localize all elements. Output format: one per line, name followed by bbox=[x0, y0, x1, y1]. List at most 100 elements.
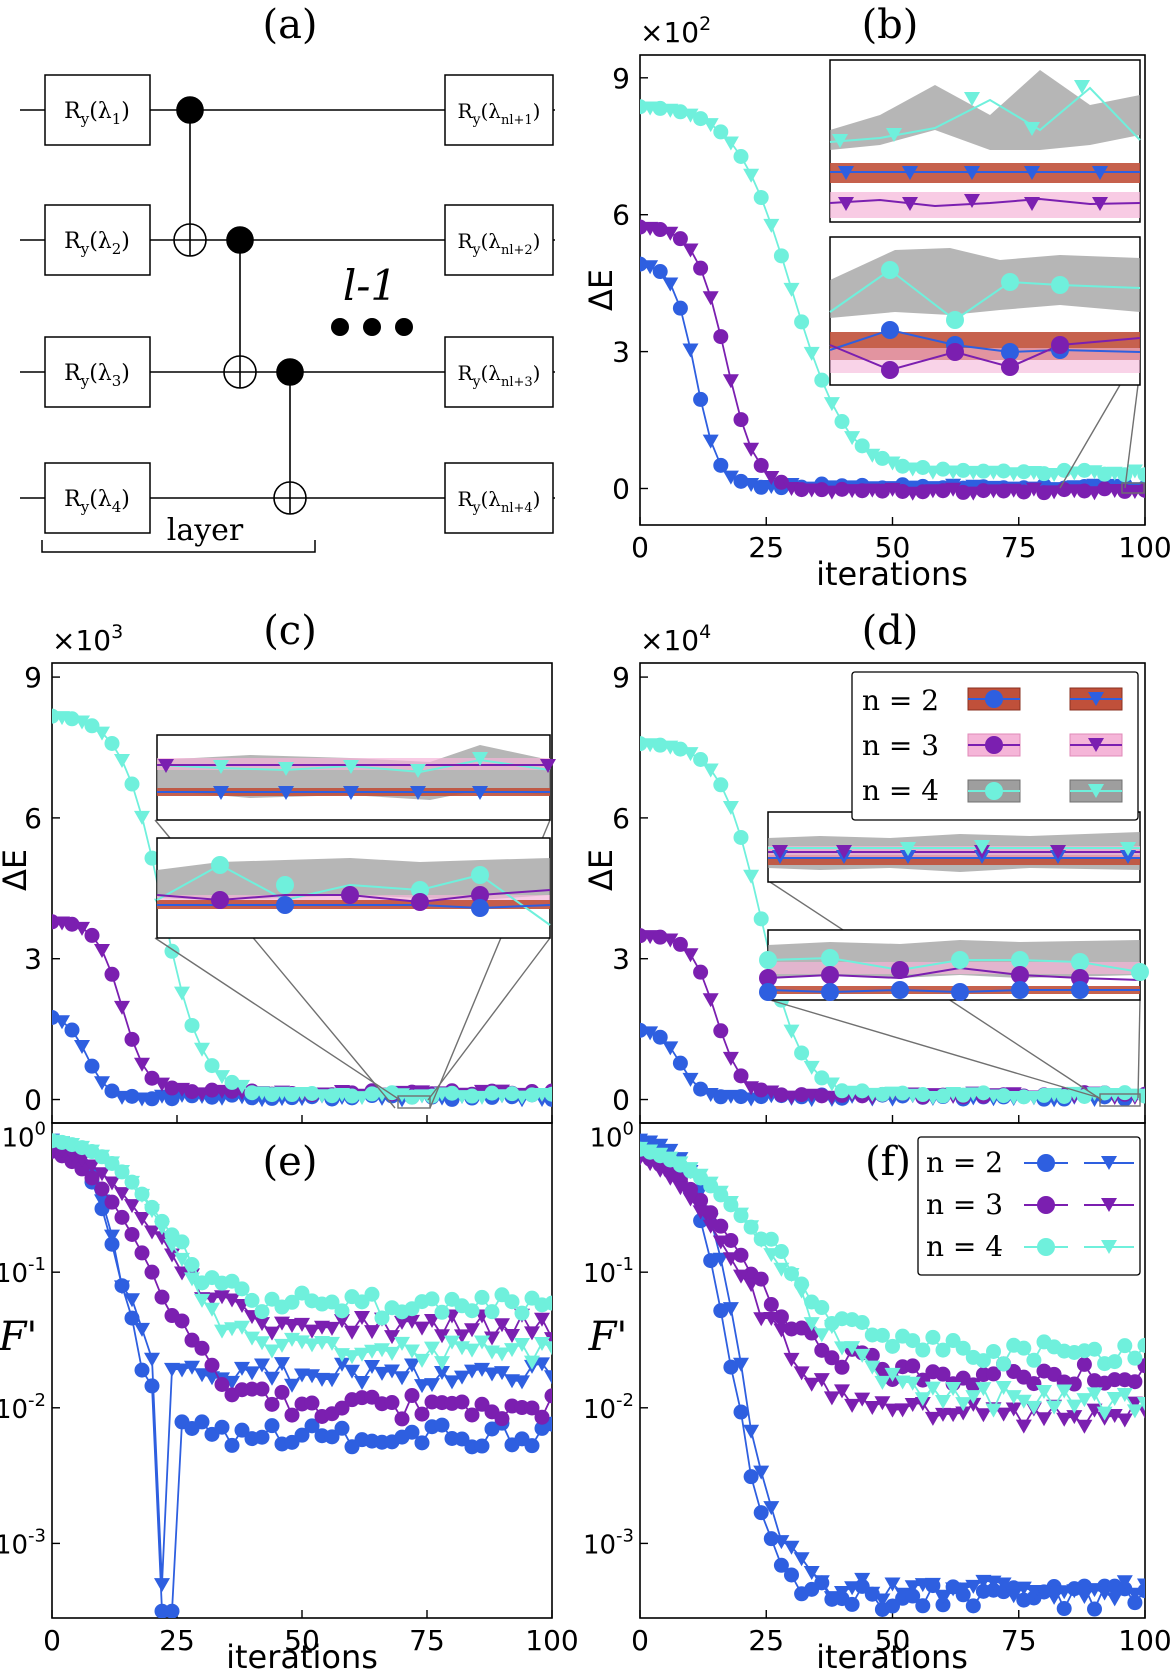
data-point-triangle bbox=[803, 1317, 820, 1332]
data-point-triangle bbox=[743, 1424, 760, 1439]
data-point-circle bbox=[234, 1422, 250, 1438]
data-point-triangle bbox=[662, 226, 679, 241]
data-point-circle bbox=[794, 314, 810, 330]
data-point-circle bbox=[294, 1427, 310, 1443]
panel-e: (e) 0 25 50 75 100 100 10-1 10-2 10-3 F' iterati… bbox=[0, 1119, 579, 1674]
data-point-triangle bbox=[1005, 483, 1022, 498]
data-point-circle bbox=[915, 1342, 931, 1358]
data-point-circle bbox=[184, 1257, 200, 1273]
data-point-triangle bbox=[904, 1398, 921, 1413]
data-point-circle bbox=[104, 1194, 120, 1210]
data-point-circle bbox=[703, 1205, 719, 1221]
data-point-triangle bbox=[354, 1376, 370, 1391]
panel-d-insets bbox=[759, 811, 1149, 1107]
data-point-circle bbox=[844, 1596, 860, 1612]
data-point-circle bbox=[474, 1289, 490, 1305]
data-point-triangle bbox=[324, 1321, 340, 1336]
panel-b-zoom-region bbox=[1121, 482, 1145, 494]
cnot-gates bbox=[173, 96, 307, 515]
data-point-triangle bbox=[364, 1360, 380, 1375]
data-point-circle bbox=[1107, 1354, 1123, 1370]
panel-b-zoom-line bbox=[1124, 384, 1139, 489]
data-point-circle bbox=[464, 1407, 480, 1423]
data-point-triangle bbox=[1096, 1406, 1113, 1421]
legend-d-swatch-n4 bbox=[967, 779, 1123, 803]
panel-d-inset-triangles bbox=[767, 811, 1141, 883]
data-point-triangle bbox=[965, 1397, 982, 1412]
y-tick-label: 100 bbox=[589, 1119, 634, 1154]
data-point-circle bbox=[1036, 485, 1052, 501]
y-tick-label: 10-1 bbox=[0, 1254, 46, 1289]
data-point-circle bbox=[905, 1358, 921, 1374]
data-point-triangle bbox=[823, 1591, 840, 1606]
data-point-circle bbox=[544, 1086, 552, 1102]
data-point-circle bbox=[544, 1388, 552, 1404]
data-point-triangle bbox=[965, 1579, 982, 1594]
svg-text:Ry(λ1): Ry(λ1) bbox=[64, 99, 130, 128]
data-point-triangle bbox=[914, 1578, 931, 1593]
data-point-circle bbox=[733, 412, 749, 428]
data-point-triangle bbox=[884, 1577, 901, 1592]
data-point-triangle bbox=[1116, 1387, 1133, 1402]
data-point-triangle bbox=[682, 1162, 699, 1177]
data-point-triangle bbox=[1137, 1578, 1145, 1593]
data-point-triangle bbox=[662, 277, 679, 292]
data-point-triangle bbox=[154, 1089, 170, 1104]
data-point-triangle bbox=[1066, 1399, 1083, 1414]
data-point-triangle bbox=[904, 1376, 921, 1391]
panel-f: (f) 0 25 50 75 100 100 10-1 10-2 10-3 F' iterati… bbox=[583, 1119, 1172, 1674]
data-point-circle bbox=[544, 1295, 552, 1311]
data-point-triangle bbox=[722, 136, 739, 151]
data-point-circle bbox=[84, 1170, 100, 1186]
data-point-triangle bbox=[404, 1344, 420, 1359]
y-tick-label: 6 bbox=[612, 802, 630, 835]
data-point-triangle bbox=[174, 986, 190, 1001]
data-point-triangle bbox=[264, 1371, 280, 1386]
data-point-circle bbox=[915, 1087, 931, 1103]
data-point-circle bbox=[1056, 1088, 1072, 1104]
panel-e-ticks: 0 25 50 75 100 100 10-1 10-2 10-3 bbox=[0, 1119, 579, 1657]
data-point-circle bbox=[874, 483, 890, 499]
data-point-triangle bbox=[474, 1335, 490, 1350]
data-point-triangle bbox=[844, 1398, 861, 1413]
data-point-triangle bbox=[444, 1335, 460, 1350]
data-point-triangle bbox=[823, 1320, 840, 1335]
data-point-triangle bbox=[1106, 1409, 1123, 1424]
data-point-triangle bbox=[945, 1086, 962, 1101]
data-point-triangle bbox=[304, 1324, 320, 1339]
data-point-circle bbox=[1097, 466, 1113, 482]
data-point-triangle bbox=[134, 1322, 150, 1337]
data-point-triangle bbox=[682, 343, 699, 358]
data-point-triangle bbox=[524, 1326, 540, 1341]
data-point-triangle bbox=[1015, 1419, 1032, 1434]
data-point-triangle bbox=[74, 1140, 90, 1155]
data-point-triangle bbox=[1086, 465, 1103, 480]
data-point-circle bbox=[144, 850, 160, 866]
x-tick-label: 100 bbox=[525, 1624, 578, 1657]
legend-f-n3-markers bbox=[1024, 1196, 1134, 1214]
y-tick-label: 3 bbox=[24, 943, 42, 976]
data-point-circle bbox=[652, 222, 668, 238]
data-point-triangle bbox=[134, 1212, 150, 1227]
data-point-triangle bbox=[884, 1403, 901, 1418]
gate-ry-r3: Ry(λnl+3) bbox=[444, 336, 554, 408]
data-point-circle bbox=[652, 929, 668, 945]
panel-c-multiplier-base: ×10 bbox=[52, 624, 111, 657]
data-point-circle bbox=[254, 1304, 270, 1320]
panel-e-ylabel: F' bbox=[0, 1314, 37, 1360]
cnot-1-2 bbox=[173, 96, 207, 257]
x-tick-label: 25 bbox=[748, 1624, 784, 1657]
data-point-circle bbox=[304, 1418, 320, 1434]
data-point-triangle bbox=[494, 1366, 510, 1381]
data-point-triangle bbox=[364, 1344, 380, 1359]
data-point-circle bbox=[1137, 1337, 1145, 1353]
data-point-circle bbox=[84, 1058, 100, 1074]
data-point-triangle bbox=[174, 1252, 190, 1267]
data-point-triangle bbox=[1056, 1384, 1073, 1399]
data-point-triangle bbox=[803, 1060, 820, 1075]
data-point-circle bbox=[693, 260, 709, 276]
data-point-triangle bbox=[935, 1395, 951, 1410]
data-point-triangle bbox=[474, 1362, 490, 1377]
legend-f-n4-markers bbox=[1024, 1238, 1134, 1256]
data-point-circle bbox=[174, 1234, 190, 1250]
